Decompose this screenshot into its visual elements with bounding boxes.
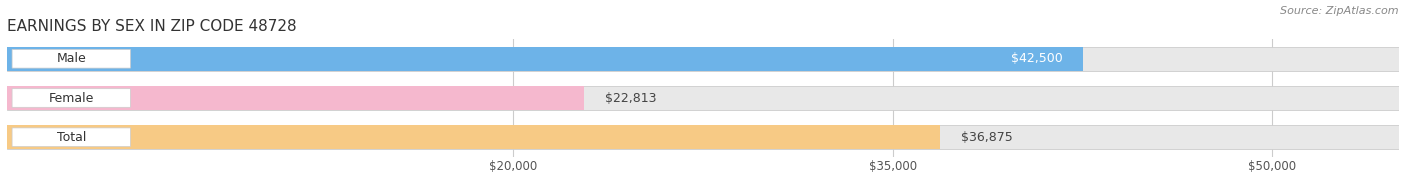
Bar — [7, 125, 941, 149]
Bar — [7, 47, 1399, 71]
Bar — [7, 86, 1399, 110]
Text: $22,813: $22,813 — [605, 92, 657, 104]
FancyBboxPatch shape — [13, 50, 131, 68]
Bar — [7, 86, 585, 110]
FancyBboxPatch shape — [13, 128, 131, 146]
Text: EARNINGS BY SEX IN ZIP CODE 48728: EARNINGS BY SEX IN ZIP CODE 48728 — [7, 19, 297, 34]
Text: $42,500: $42,500 — [1011, 52, 1063, 65]
Bar — [7, 125, 1399, 149]
Bar — [7, 47, 1083, 71]
Text: Total: Total — [56, 131, 86, 144]
Text: Source: ZipAtlas.com: Source: ZipAtlas.com — [1281, 6, 1399, 16]
FancyBboxPatch shape — [13, 89, 131, 107]
Text: Female: Female — [49, 92, 94, 104]
Text: $36,875: $36,875 — [960, 131, 1012, 144]
Text: Male: Male — [56, 52, 86, 65]
